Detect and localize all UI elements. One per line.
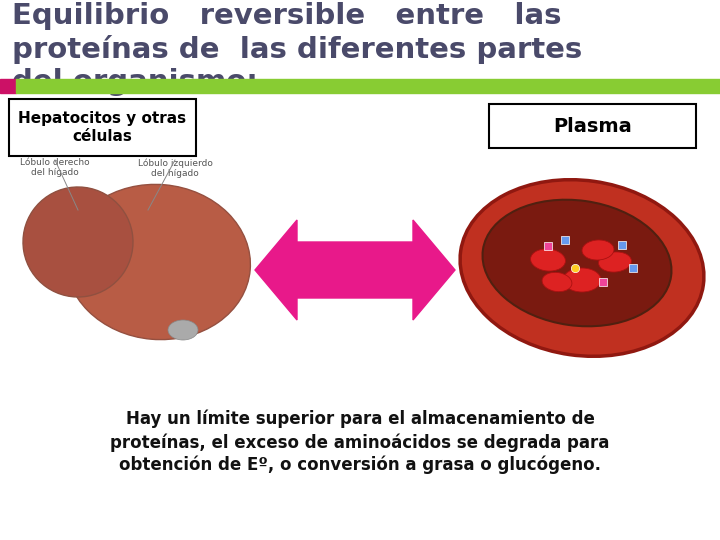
Ellipse shape: [168, 320, 198, 340]
Ellipse shape: [66, 184, 251, 340]
Bar: [0, 79, 16, 93]
Text: Lóbulo derecho
del hígado: Lóbulo derecho del hígado: [20, 158, 90, 178]
Ellipse shape: [23, 187, 133, 297]
Bar: [16, 79, 720, 93]
Polygon shape: [255, 220, 455, 320]
Text: Lóbulo izquierdo
del hígado: Lóbulo izquierdo del hígado: [138, 158, 212, 178]
Text: Hepatocitos y otras
células: Hepatocitos y otras células: [19, 111, 186, 144]
Text: Plasma: Plasma: [553, 117, 632, 136]
Ellipse shape: [563, 268, 601, 292]
Text: Hay un límite superior para el almacenamiento de: Hay un límite superior para el almacenam…: [125, 410, 595, 429]
Text: proteínas, el exceso de aminoácidos se degrada para: proteínas, el exceso de aminoácidos se d…: [110, 433, 610, 451]
Ellipse shape: [531, 249, 565, 271]
Text: obtención de Eº, o conversión a grasa o glucógeno.: obtención de Eº, o conversión a grasa o …: [119, 456, 601, 475]
Text: proteínas de  las diferentes partes: proteínas de las diferentes partes: [12, 35, 582, 64]
Ellipse shape: [482, 200, 672, 326]
Ellipse shape: [542, 272, 572, 292]
Ellipse shape: [598, 252, 631, 272]
FancyBboxPatch shape: [9, 99, 196, 156]
Ellipse shape: [460, 180, 704, 356]
FancyBboxPatch shape: [489, 104, 696, 148]
Text: del organismo:: del organismo:: [12, 68, 258, 96]
Text: Equilibrio   reversible   entre   las: Equilibrio reversible entre las: [12, 2, 562, 30]
Ellipse shape: [582, 240, 614, 260]
